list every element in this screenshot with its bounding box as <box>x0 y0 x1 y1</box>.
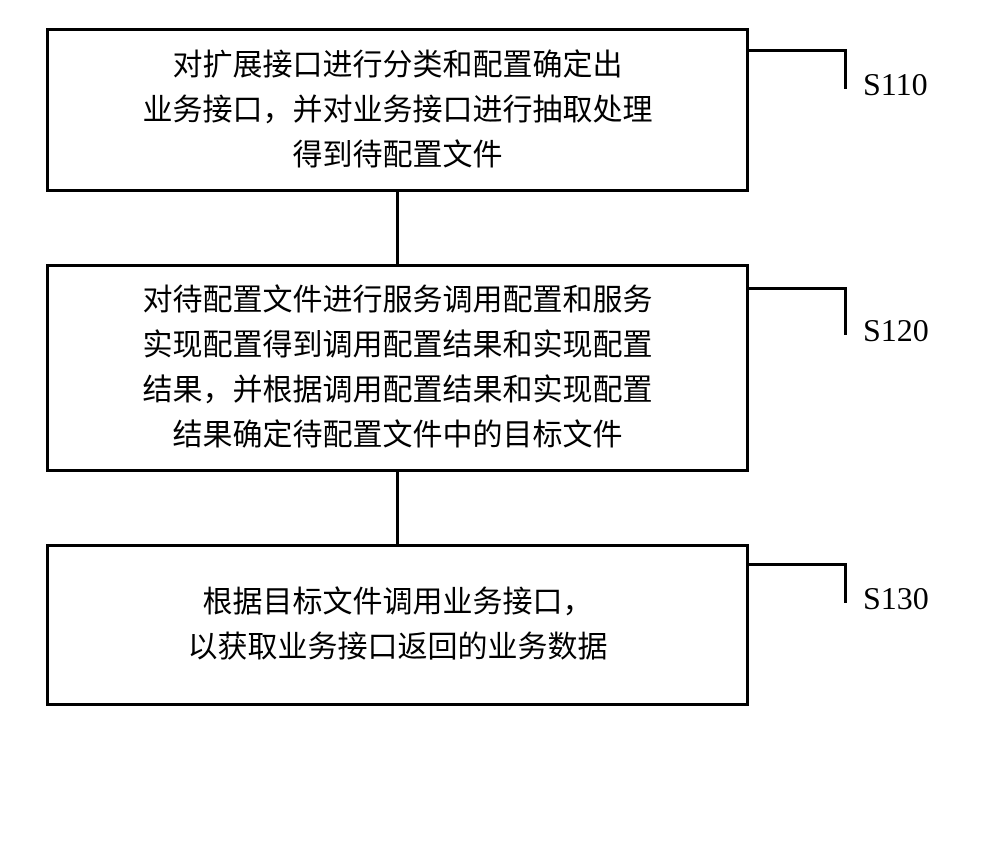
flow-step-s130: 根据目标文件调用业务接口， 以获取业务接口返回的业务数据 <box>46 544 749 706</box>
flow-step-text: 对扩展接口进行分类和配置确定出 业务接口，并对业务接口进行抽取处理 得到待配置文… <box>143 43 653 178</box>
flowchart-container: 对扩展接口进行分类和配置确定出 业务接口，并对业务接口进行抽取处理 得到待配置文… <box>46 28 954 706</box>
flow-step-s110: 对扩展接口进行分类和配置确定出 业务接口，并对业务接口进行抽取处理 得到待配置文… <box>46 28 749 192</box>
label-connector <box>749 287 847 335</box>
flow-step-text: 根据目标文件调用业务接口， 以获取业务接口返回的业务数据 <box>188 580 608 670</box>
connector-line <box>396 192 399 264</box>
flow-step-text: 对待配置文件进行服务调用配置和服务 实现配置得到调用配置结果和实现配置 结果，并… <box>143 278 653 458</box>
label-connector <box>749 49 847 89</box>
step-label-s130: S130 <box>863 580 929 617</box>
connector <box>46 192 749 264</box>
connector <box>46 472 749 544</box>
step-label-s120: S120 <box>863 312 929 349</box>
step-label-s110: S110 <box>863 66 928 103</box>
label-connector <box>749 563 847 603</box>
connector-line <box>396 472 399 544</box>
flow-step-s120: 对待配置文件进行服务调用配置和服务 实现配置得到调用配置结果和实现配置 结果，并… <box>46 264 749 472</box>
